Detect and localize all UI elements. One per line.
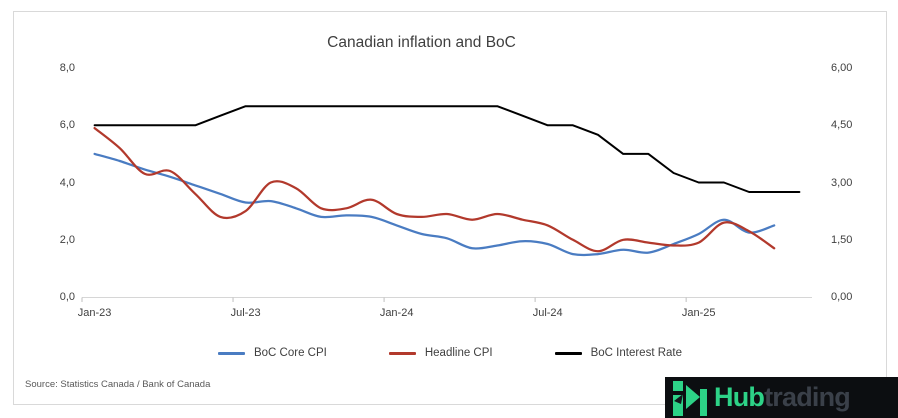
- axis-tick-label: Jan-23: [77, 307, 112, 319]
- axis-tick-label: Jul-24: [532, 307, 563, 319]
- chart-title: Canadian inflation and BoC: [327, 34, 516, 51]
- legend-item-interest-rate: BoC Interest Rate: [554, 347, 683, 360]
- axis-tick-label: 3,00: [831, 176, 853, 189]
- legend-label-headline-cpi: Headline CPI: [424, 347, 493, 359]
- axis-tick-label: 8,0: [59, 62, 75, 74]
- logo-text-trading: trading: [764, 382, 851, 412]
- core-cpi-line-swatch: [217, 352, 245, 355]
- hubtrading-logo-text: Hubtrading: [714, 382, 851, 412]
- axis-tick-label: 6,00: [831, 62, 853, 74]
- legend-item-headline-cpi: Headline CPI: [388, 347, 493, 360]
- axis-tick-label: 0,00: [831, 291, 853, 303]
- legend-label-interest-rate: BoC Interest Rate: [590, 347, 683, 359]
- legend-label-core-cpi: BoC Core CPI: [253, 347, 327, 359]
- interest-rate-line-swatch: [554, 352, 582, 355]
- legend: BoC Core CPI Headline CPI BoC Interest R…: [13, 347, 887, 360]
- axis-tick-label: 2,0: [59, 233, 75, 246]
- axis-tick-label: 6,0: [59, 119, 75, 132]
- legend-item-core-cpi: BoC Core CPI: [217, 347, 327, 360]
- logo-text-hub: Hub: [714, 382, 765, 412]
- series-line-boc-core-cpi: [93, 152, 776, 257]
- axis-tick-label: 0,0: [59, 291, 75, 303]
- axis-tick-label: 4,0: [59, 176, 75, 189]
- axis-tick-label: Jul-23: [230, 307, 261, 319]
- axis-tick-label: Jan-25: [681, 307, 716, 319]
- hubtrading-logo-icon: [673, 380, 707, 416]
- source-note: Source: Statistics Canada / Bank of Cana…: [25, 379, 211, 390]
- axis-tick-label: 4,50: [831, 119, 853, 132]
- hubtrading-logo: Hubtrading: [665, 377, 898, 418]
- chart-frame: [13, 11, 887, 405]
- headline-cpi-line-swatch: [388, 352, 416, 355]
- series-line-boc-interest-rate: [93, 105, 801, 193]
- axis-tick-label: 1,50: [831, 233, 853, 246]
- axis-tick-label: Jan-24: [379, 307, 414, 319]
- series-line-headline-cpi: [93, 126, 776, 253]
